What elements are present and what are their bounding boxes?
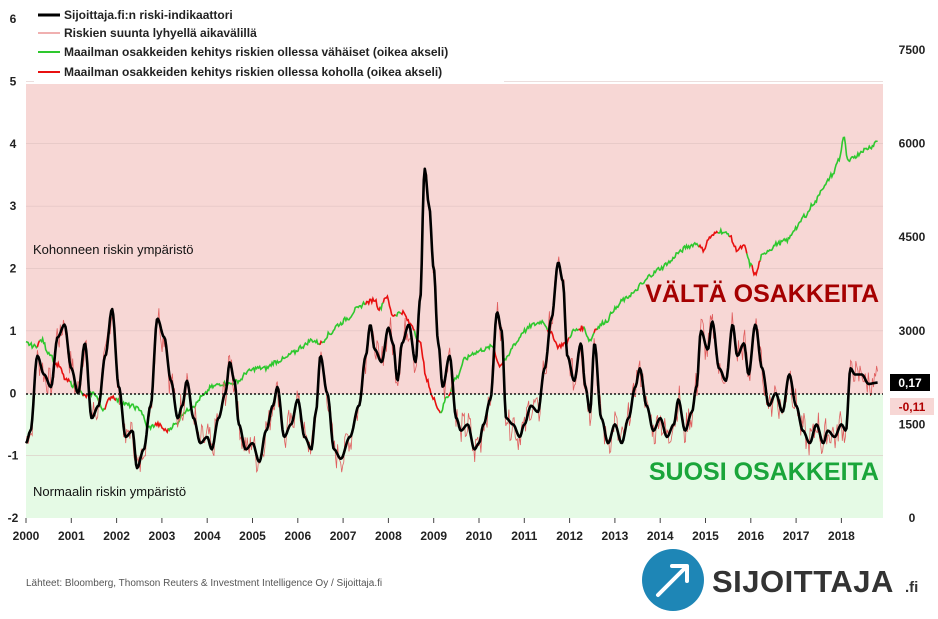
left-axis-ticks: 6 5 4 3 2 1 0 -1 -2 <box>8 12 19 525</box>
left-tick-label: -1 <box>8 449 19 463</box>
risk-indicator-line <box>24 167 878 470</box>
x-tick-label: 2006 <box>284 529 311 543</box>
world-equities-segment <box>379 302 384 312</box>
world-equities-segment <box>503 319 549 362</box>
world-equities-segment <box>751 260 761 277</box>
world-equities-segment <box>39 335 56 365</box>
left-tick-label: 5 <box>10 74 17 88</box>
indicator-end-value: 0,17 <box>898 376 922 390</box>
world-equities-segment <box>728 234 748 254</box>
x-tick-label: 2007 <box>330 529 357 543</box>
x-tick-label: 2011 <box>511 529 537 543</box>
right-tick-label: 1500 <box>899 417 926 431</box>
x-tick-label: 2018 <box>828 529 855 543</box>
world-equities-segment <box>569 327 579 339</box>
x-tick-label: 2004 <box>194 529 221 543</box>
left-tick-label: 6 <box>10 12 17 26</box>
avoid-stocks-label: VÄLTÄ OSAKKEITA <box>645 280 879 308</box>
brand-suffix: .fi <box>905 579 918 596</box>
legend-item-short-term: Riskien suunta lyhyellä aikavälillä <box>64 26 257 40</box>
world-equities-segment <box>582 326 595 343</box>
right-tick-label: 6000 <box>899 137 926 151</box>
x-tick-label: 2013 <box>602 529 629 543</box>
world-equities-segment <box>154 420 170 434</box>
elevated-risk-zone <box>26 84 883 394</box>
right-tick-label: 4500 <box>899 230 926 244</box>
world-equities-segment <box>578 325 585 333</box>
indicator-badge <box>890 374 930 391</box>
world-equities-segment <box>439 395 450 414</box>
x-tick-label: 2005 <box>239 529 266 543</box>
x-tick-label: 2015 <box>692 529 719 543</box>
x-tick-label: 2003 <box>149 529 176 543</box>
x-tick-label: 2002 <box>103 529 130 543</box>
world-equities-segment <box>746 253 753 270</box>
x-tick-label: 2014 <box>647 529 674 543</box>
x-tick-label: 2008 <box>375 529 402 543</box>
world-equities-segment <box>36 340 41 348</box>
world-equities-segment <box>395 311 402 318</box>
x-tick-label: 2017 <box>783 529 810 543</box>
world-equities-segment <box>104 394 118 410</box>
legend-item-low-risk: Maailman osakkeiden kehitys riskien olle… <box>64 45 448 59</box>
x-tick-label: 2010 <box>466 529 493 543</box>
x-tick-label: 2000 <box>13 529 40 543</box>
source-note: Lähteet: Bloomberg, Thomson Reuters & In… <box>26 578 382 589</box>
left-tick-label: 3 <box>10 199 17 213</box>
left-tick-label: 2 <box>10 262 17 276</box>
legend: Sijoittaja.fi:n riski-indikaattori Riski… <box>34 8 504 83</box>
legend-item-high-risk: Maailman osakkeiden kehitys riskien olle… <box>64 65 442 79</box>
right-tick-label: 0 <box>909 511 916 525</box>
right-tick-label: 3000 <box>899 324 926 338</box>
short-term-badge <box>890 398 934 415</box>
left-tick-label: 1 <box>10 324 17 338</box>
world-equities-segment <box>25 340 38 350</box>
left-tick-label: 4 <box>10 137 17 151</box>
right-axis-ticks: 7500 6000 4500 3000 1500 0 <box>899 43 926 525</box>
world-equities-segment <box>54 360 71 383</box>
world-equities-segment <box>321 300 366 344</box>
world-equities-segment <box>450 343 496 393</box>
x-tick-label: 2009 <box>420 529 447 543</box>
x-tick-label: 2016 <box>737 529 764 543</box>
brand-name: SIJOITTAJA <box>712 564 894 599</box>
legend-item-indicator: Sijoittaja.fi:n riski-indikaattori <box>64 8 233 22</box>
world-equities-segment <box>448 391 452 397</box>
normal-zone-label: Normaalin riskin ympäristö <box>33 484 186 499</box>
x-tick-label: 2012 <box>556 529 583 543</box>
short-term-end-value: -0,11 <box>899 400 926 414</box>
x-axis-ticks: 2000 2001 2002 2003 2004 2005 2006 2007 2008 2009… <box>13 518 855 543</box>
favor-stocks-label: SUOSI OSAKKEITA <box>649 458 879 486</box>
left-tick-label: -2 <box>8 511 19 525</box>
left-tick-label: 0 <box>10 386 17 400</box>
elevated-zone-label: Kohonneen riskin ympäristö <box>33 242 193 257</box>
world-equities-segment <box>759 136 878 261</box>
x-tick-label: 2001 <box>58 529 85 543</box>
brand-logo[interactable]: SIJOITTAJA .fi <box>642 549 918 611</box>
world-equities-segment <box>596 241 700 331</box>
risk-indicator-series <box>24 167 878 470</box>
world-equities-segment <box>413 330 418 340</box>
world-equities-segment <box>364 295 381 312</box>
world-equities-segment <box>82 393 89 400</box>
world-equities-segment <box>167 337 321 433</box>
world-equities-segment <box>717 226 730 237</box>
world-equities-segment <box>400 308 416 331</box>
world-equities-segment <box>382 294 396 317</box>
world-equities-segment <box>415 338 442 414</box>
world-equities-segment <box>698 230 719 254</box>
right-tick-label: 7500 <box>899 43 926 57</box>
